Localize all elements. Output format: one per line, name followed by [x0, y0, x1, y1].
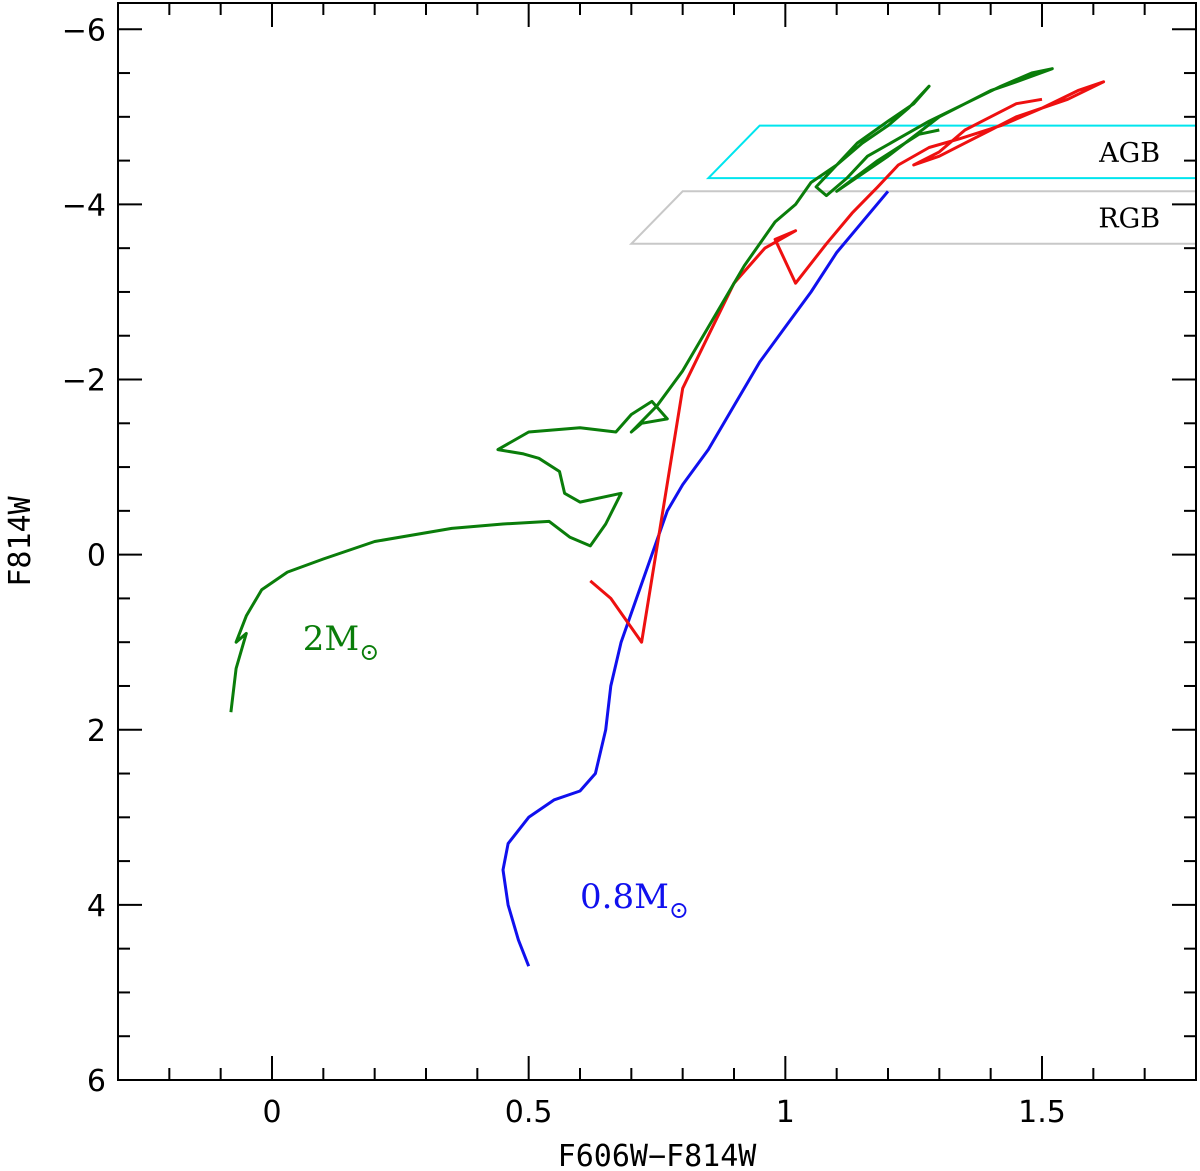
x-tick-label: 1 [776, 1095, 795, 1130]
track-annotation-2: 2M⊙ [303, 619, 380, 666]
y-axis-title: F814W [3, 495, 38, 586]
y-tick-label: 0 [87, 539, 106, 574]
x-tick-label: 0 [262, 1095, 281, 1130]
region-box-rgb [628, 190, 1196, 245]
track-annotation-mass: 0.8M [580, 877, 669, 917]
track-line-2 [229, 67, 1054, 713]
y-tick-label: −2 [62, 364, 106, 399]
region-box-agb [705, 124, 1196, 180]
tick-labels: 0 0.5 1 1.5 −6 −4 −2 0 2 4 6 [62, 13, 1066, 1130]
region-label-rgb: RGB [1098, 204, 1160, 235]
track-annotation-0: 0.8M⊙ [580, 877, 689, 924]
x-tick-label: 0.5 [505, 1095, 553, 1130]
x-tick-label: 1.5 [1018, 1095, 1066, 1130]
track-line-0 [501, 190, 890, 967]
solar-symbol: ⊙ [669, 896, 689, 924]
solar-symbol: ⊙ [359, 638, 379, 666]
y-tick-label: 2 [87, 714, 106, 749]
evolutionary-tracks [229, 67, 1106, 967]
y-tick-label: −4 [62, 188, 106, 223]
region-label-agb: AGB [1098, 138, 1160, 169]
y-tick-label: 4 [87, 889, 106, 924]
y-tick-label: 6 [87, 1064, 106, 1099]
tick-marks [118, 3, 1196, 1081]
axes [117, 2, 1197, 1081]
track-annotations: 0.8M⊙2M⊙ [303, 619, 689, 924]
track-annotation-mass: 2M [303, 619, 359, 659]
y-tick-label: −6 [62, 13, 106, 48]
region-boxes: AGB RGB [628, 124, 1196, 245]
x-axis-title: F606W−F814W [558, 1139, 758, 1171]
plot-frame [117, 2, 1197, 1081]
